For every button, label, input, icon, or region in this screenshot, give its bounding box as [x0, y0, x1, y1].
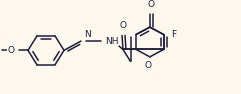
- Text: O: O: [148, 0, 155, 9]
- Text: O: O: [144, 61, 151, 70]
- Text: N: N: [84, 30, 91, 39]
- Text: F: F: [171, 30, 176, 39]
- Text: O: O: [8, 46, 15, 55]
- Text: NH: NH: [105, 37, 119, 46]
- Text: O: O: [120, 21, 127, 30]
